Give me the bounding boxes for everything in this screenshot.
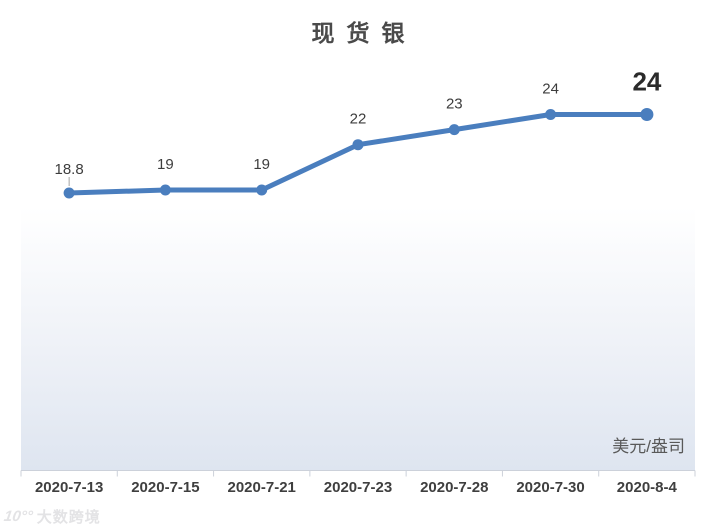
data-point-label: 19 bbox=[157, 156, 174, 173]
data-point-label: 24 bbox=[542, 81, 559, 98]
data-point-marker bbox=[352, 139, 364, 151]
x-axis-label: 2020-7-23 bbox=[323, 479, 393, 496]
data-point-marker bbox=[545, 109, 557, 120]
data-point-label: 19 bbox=[253, 156, 270, 173]
chart-title: 现货银 bbox=[311, 20, 417, 46]
data-point-label: 22 bbox=[350, 111, 367, 128]
watermark-text: 大数跨境 bbox=[36, 509, 101, 526]
data-point-marker bbox=[640, 108, 654, 121]
data-point-marker bbox=[159, 184, 171, 196]
data-point-marker bbox=[448, 124, 460, 136]
x-axis-label: 2020-8-4 bbox=[616, 479, 677, 496]
data-point-marker bbox=[63, 187, 75, 199]
x-axis-label: 2020-7-15 bbox=[131, 479, 200, 496]
unit-label: 美元/盎司 bbox=[612, 437, 685, 456]
x-axis-label: 2020-7-30 bbox=[516, 479, 585, 496]
data-point-label: 24 bbox=[632, 67, 661, 97]
data-point-label: 18.8 bbox=[54, 161, 83, 178]
x-axis-label: 2020-7-21 bbox=[227, 479, 296, 496]
x-axis-label: 2020-7-13 bbox=[34, 479, 104, 496]
data-point-marker bbox=[256, 184, 268, 196]
x-axis: 2020-7-13 2020-7-15 2020-7-21 2020-7-23 2020… bbox=[21, 479, 695, 496]
watermark-logo-icon: 10°° bbox=[2, 508, 34, 525]
watermark: 10°° 大数跨境 bbox=[2, 506, 101, 527]
x-axis-label: 2020-7-28 bbox=[420, 479, 489, 496]
data-point-label: 23 bbox=[446, 96, 463, 113]
